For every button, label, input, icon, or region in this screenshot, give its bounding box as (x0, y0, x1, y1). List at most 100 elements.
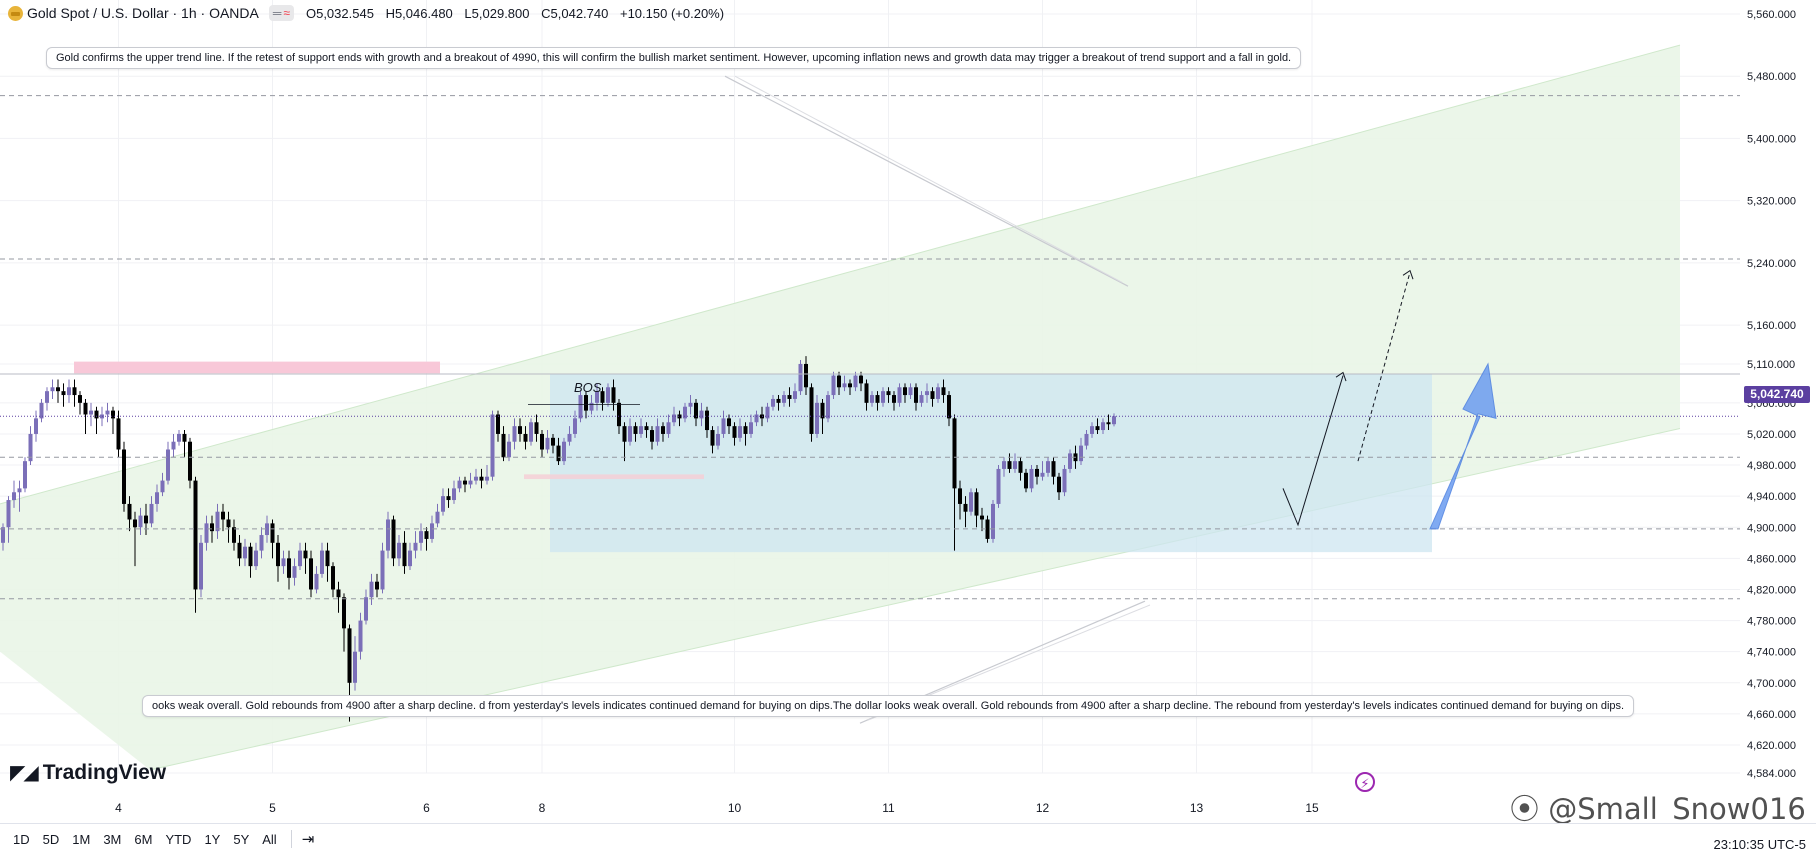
candle-body (342, 597, 346, 629)
price-chart[interactable]: 5,560.000 5,480.000 5,400.000 5,320.000 5,24… (0, 0, 1816, 823)
candle-body (309, 558, 313, 590)
candle-body (754, 414, 759, 423)
candle-body (589, 402, 594, 411)
note-bottom[interactable]: ooks weak overall. Gold rebounds from 49… (142, 695, 1635, 717)
candle-body (903, 387, 907, 396)
range-all[interactable]: All (262, 831, 277, 847)
tradingview-logo[interactable]: ◤◢ TradingView (10, 760, 166, 785)
range-1m[interactable]: 1M (72, 831, 91, 847)
candle-body (56, 387, 60, 392)
candle-body (787, 395, 792, 399)
candle-body (232, 527, 236, 543)
note-top[interactable]: Gold confirms the upper trend line. If t… (46, 47, 1302, 69)
projection-zigzag (1282, 375, 1344, 527)
candle-body (336, 589, 341, 598)
candle-body (644, 426, 649, 431)
candle-body (83, 402, 88, 415)
candle-body (1040, 472, 1045, 477)
candle-body (617, 402, 621, 427)
candle-body (837, 375, 841, 388)
range-5d[interactable]: 5D (42, 831, 60, 847)
candle-body (496, 414, 500, 434)
candle-body (1090, 426, 1094, 434)
candle-body (947, 395, 951, 419)
candle-body (463, 480, 467, 485)
candle-body (611, 387, 616, 403)
candle-body (138, 515, 143, 528)
clock[interactable]: 23:10:35 UTC-5 (1713, 837, 1807, 852)
candle-body (567, 433, 572, 442)
tv-mark-icon: ◤◢ (10, 762, 39, 784)
equal-icon[interactable]: ═ (272, 6, 282, 20)
candle-body (804, 363, 808, 388)
candle-body (1062, 468, 1067, 493)
flash-icon[interactable]: ⚡ (1355, 772, 1375, 792)
candle-body (259, 535, 264, 551)
candle-body (776, 398, 781, 403)
candle-body (1035, 468, 1039, 477)
candle-body (490, 414, 495, 477)
candle-body (111, 410, 115, 419)
candle-body (1057, 476, 1061, 493)
candle-body (545, 437, 550, 450)
symbol-title[interactable]: Gold Spot / U.S. Dollar · 1h · OANDA (27, 5, 259, 21)
candle-body (699, 410, 704, 419)
price-axis[interactable]: 5,560.000 5,480.000 5,400.000 5,320.000 5,24… (1747, 9, 1796, 780)
candle-body (897, 387, 902, 403)
candle-body (441, 496, 445, 512)
candle-body (1051, 461, 1056, 477)
candle-body (149, 503, 154, 524)
candle-body (727, 418, 731, 427)
range-5y[interactable]: 5Y (233, 831, 250, 847)
candle-body (765, 406, 770, 419)
candle-body (980, 515, 984, 520)
range-1d[interactable]: 1D (13, 831, 30, 847)
candle-body (386, 519, 390, 551)
candle-body (1101, 422, 1105, 431)
candle-body (325, 550, 330, 567)
x-tick-label: 15 (1305, 801, 1319, 815)
candle-body (540, 433, 544, 450)
open-value: 5,032.545 (316, 5, 374, 21)
candle-body (749, 422, 753, 434)
candle-body (650, 430, 654, 442)
go-to-date-icon[interactable]: ⇥ (301, 831, 315, 848)
candle-body (732, 426, 737, 438)
candle-body (270, 523, 275, 543)
candle-body (89, 410, 93, 415)
candle-body (870, 395, 874, 403)
candle-body (639, 426, 643, 434)
candle-body (17, 488, 22, 493)
candle-body (1084, 433, 1089, 446)
x-tick-label: 4 (115, 801, 122, 815)
candle-body (633, 426, 638, 434)
candle-body (919, 395, 924, 403)
candle-body (864, 383, 869, 403)
candle-body (177, 433, 181, 442)
range-1y[interactable]: 1Y (204, 831, 221, 847)
indicator-badges[interactable]: ═ ≈ (268, 5, 294, 21)
x-tick-label: 5 (269, 801, 276, 815)
candle-body (892, 395, 896, 403)
x-tick-label: 12 (1036, 801, 1050, 815)
candle-body (265, 523, 269, 536)
y-tick-label: 5,240.000 (1747, 258, 1796, 270)
candle-body (248, 546, 253, 567)
candle-body (39, 402, 44, 419)
close-key: C (541, 5, 551, 21)
wave-icon[interactable]: ≈ (283, 6, 290, 20)
candle-body (1046, 461, 1050, 473)
y-tick-label: 5,320.000 (1747, 196, 1796, 208)
range-6m[interactable]: 6M (134, 831, 153, 847)
time-axis[interactable]: 4 5 6 8 10 11 12 13 15 (115, 801, 1319, 815)
annotation-zones (0, 44, 1681, 771)
range-ytd[interactable]: YTD (165, 831, 192, 847)
candle-body (50, 387, 55, 392)
candle-body (457, 480, 462, 489)
range-3m[interactable]: 3M (103, 831, 122, 847)
candle-body (446, 496, 451, 501)
candle-body (45, 391, 49, 403)
candle-body (452, 488, 456, 501)
candle-body (848, 383, 852, 388)
candle-body (1095, 426, 1100, 431)
